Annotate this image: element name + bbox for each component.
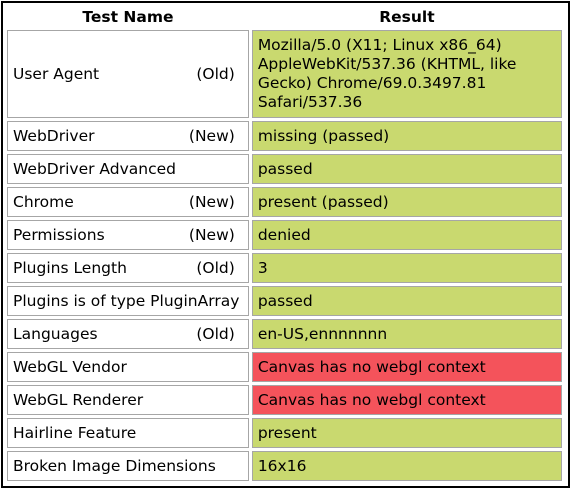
header-row: Test Name Result <box>7 8 562 27</box>
result-cell: 16x16 <box>251 451 562 481</box>
test-name: Plugins is of type PluginArray <box>13 291 240 310</box>
test-name: Hairline Feature <box>13 423 137 442</box>
table-row: WebGL Renderer Canvas has no webgl conte… <box>7 385 562 415</box>
test-name: WebDriver Advanced <box>13 159 176 178</box>
test-name: User Agent <box>13 64 100 83</box>
header-test-name: Test Name <box>82 8 174 26</box>
test-name-cell: Plugins Length (Old) <box>7 253 249 283</box>
test-name: Broken Image Dimensions <box>13 456 216 475</box>
table-row: Hairline Feature present <box>7 418 562 448</box>
test-tag: (New) <box>188 192 235 211</box>
table-row: WebGL Vendor Canvas has no webgl context <box>7 352 562 382</box>
result-cell: missing (passed) <box>251 121 562 151</box>
table-row: Chrome (New) present (passed) <box>7 187 562 217</box>
test-name: Permissions <box>13 225 105 244</box>
table-row: User Agent (Old) Mozilla/5.0 (X11; Linux… <box>7 30 562 118</box>
test-tag: (Old) <box>196 64 235 83</box>
result-cell: passed <box>251 154 562 184</box>
test-name-cell: Permissions (New) <box>7 220 249 250</box>
header-result: Result <box>379 8 435 26</box>
table-row: Plugins is of type PluginArray passed <box>7 286 562 316</box>
result-cell: passed <box>251 286 562 316</box>
test-name-cell: Hairline Feature <box>7 418 249 448</box>
results-table: Test Name Result User Agent (Old) Mozill… <box>4 5 565 484</box>
table-row: WebDriver (New) missing (passed) <box>7 121 562 151</box>
test-name-cell: WebDriver Advanced <box>7 154 249 184</box>
test-name-cell: Broken Image Dimensions <box>7 451 249 481</box>
result-cell: en-US,ennnnnnn <box>251 319 562 349</box>
result-cell: present <box>251 418 562 448</box>
table-row: Languages (Old) en-US,ennnnnnn <box>7 319 562 349</box>
result-cell: Canvas has no webgl context <box>251 352 562 382</box>
test-tag: (New) <box>188 225 235 244</box>
table-row: Permissions (New) denied <box>7 220 562 250</box>
test-name: WebDriver <box>13 126 95 145</box>
result-cell: present (passed) <box>251 187 562 217</box>
test-name-cell: WebGL Vendor <box>7 352 249 382</box>
test-tag: (Old) <box>196 324 235 343</box>
test-name: WebGL Renderer <box>13 390 144 409</box>
result-cell: 3 <box>251 253 562 283</box>
result-cell: Canvas has no webgl context <box>251 385 562 415</box>
table-row: Plugins Length (Old) 3 <box>7 253 562 283</box>
result-cell: Mozilla/5.0 (X11; Linux x86_64) AppleWeb… <box>251 30 562 118</box>
test-name-cell: Plugins is of type PluginArray <box>7 286 249 316</box>
test-name-cell: User Agent (Old) <box>7 30 249 118</box>
test-name: Languages <box>13 324 98 343</box>
test-name-cell: WebGL Renderer <box>7 385 249 415</box>
test-name: WebGL Vendor <box>13 357 127 376</box>
test-name: Chrome <box>13 192 74 211</box>
table-row: WebDriver Advanced passed <box>7 154 562 184</box>
test-tag: (New) <box>188 126 235 145</box>
table-row: Broken Image Dimensions 16x16 <box>7 451 562 481</box>
result-cell: denied <box>251 220 562 250</box>
test-name: Plugins Length <box>13 258 127 277</box>
test-tag: (Old) <box>196 258 235 277</box>
test-name-cell: Chrome (New) <box>7 187 249 217</box>
test-name-cell: Languages (Old) <box>7 319 249 349</box>
test-name-cell: WebDriver (New) <box>7 121 249 151</box>
